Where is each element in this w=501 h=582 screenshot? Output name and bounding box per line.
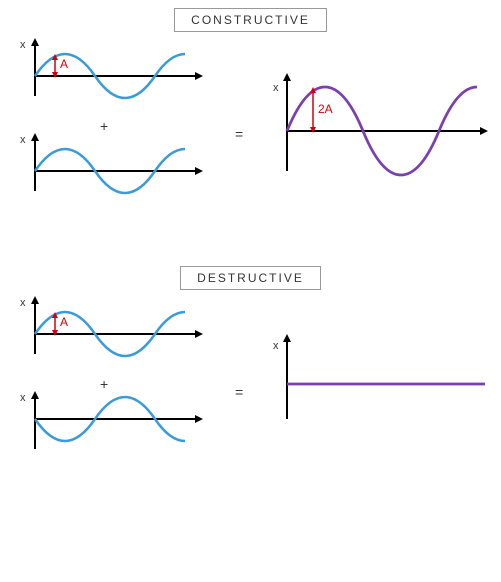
wave-input-d2: x	[10, 389, 210, 469]
amplitude-label-a: A	[60, 57, 68, 71]
axis-label: x	[20, 297, 26, 309]
destructive-section: x A x + = x	[0, 294, 501, 504]
amplitude-label-2a: 2A	[318, 102, 333, 116]
title-constructive: CONSTRUCTIVE	[174, 8, 327, 32]
equals-op: =	[235, 126, 243, 142]
amplitude-label-a: A	[60, 315, 68, 329]
wave-input-d1: x A	[10, 294, 210, 374]
wave-input-c1: x A	[10, 36, 210, 116]
axis-label: x	[273, 340, 279, 352]
axis-label: x	[273, 82, 279, 94]
wave-input-c2: x	[10, 131, 210, 211]
axis-label: x	[20, 134, 26, 146]
constructive-section: x A x + = x 2A	[0, 36, 501, 246]
wave-result-constructive: x 2A	[265, 61, 495, 211]
title-destructive: DESTRUCTIVE	[180, 266, 321, 290]
wave-result-destructive: x	[265, 329, 495, 449]
axis-label: x	[20, 39, 26, 51]
axis-label: x	[20, 392, 26, 404]
plus-op: +	[100, 118, 108, 134]
plus-op: +	[100, 376, 108, 392]
equals-op: =	[235, 384, 243, 400]
